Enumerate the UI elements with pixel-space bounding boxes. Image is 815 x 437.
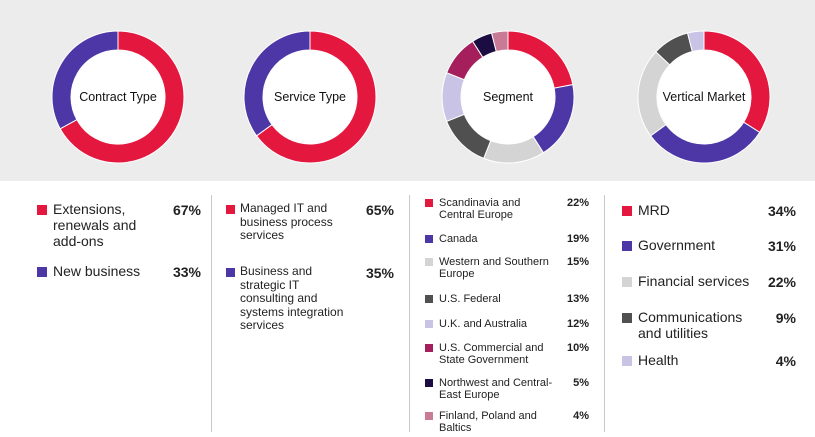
legend-swatch [622,206,632,216]
donut-slice-5 [686,30,705,53]
donut-hole [71,50,165,144]
legend-value: 5% [573,377,589,389]
legend-swatch [622,241,632,251]
donut-slice-8 [490,30,509,53]
donut-hole [461,50,555,144]
legend-swatch [226,268,235,277]
donut-hole [263,50,357,144]
legend-label: Financial services [638,273,750,289]
legend-value: 65% [365,202,394,218]
legend-label: Western and Southern Europe [439,256,549,281]
donut-slice-2 [51,30,119,130]
legend-label: Northwest and Central-East Europe [439,377,553,402]
contract-type-title: Contract Type [79,90,157,104]
donut-slice-1 [255,30,377,164]
legend-value: 19% [566,233,589,245]
legend-label: New business [53,263,141,279]
legend-swatch [622,313,632,323]
legend-divider-3 [604,195,605,432]
segment-donut-svg [441,30,575,164]
donut-slice-1 [59,30,185,164]
legend-label: U.S. Commercial and State Government [439,342,544,367]
legend-label: Finland, Poland and Baltics [439,410,537,435]
legend-label: U.S. Federal [439,293,501,305]
legend-value: 4% [775,353,796,369]
legend-swatch [622,277,632,287]
legend-label: Canada [439,233,478,245]
legend-value: 22% [767,274,796,290]
donut-hole [657,50,751,144]
legend-swatch [37,267,47,277]
legend-swatch [425,235,433,243]
legend-value: 9% [775,310,796,326]
service-type-donut: Service Type [243,30,377,164]
legend-swatch [622,356,632,366]
legend-value: 12% [566,318,589,330]
legend-swatch [425,320,433,328]
legend-value: 34% [767,203,796,219]
vertical-market-title: Vertical Market [662,90,746,104]
legend-value: 31% [767,238,796,254]
contract-type-donut: Contract Type [51,30,185,164]
vertical-market-donut-svg [637,30,771,164]
legend-value: 33% [172,264,201,280]
legend-divider-2 [409,195,410,432]
legend-value: 67% [172,202,201,218]
segment-donut: Segment [441,30,575,164]
legend-swatch [425,379,433,387]
legend-swatch [425,199,433,207]
legend-label: Government [638,237,716,253]
segment-title: Segment [482,90,534,104]
legend-swatch [425,344,433,352]
legend-value: 4% [573,410,589,422]
legend-label: Managed IT and business process services [240,201,333,243]
legend-swatch [425,258,433,266]
legend-label: U.K. and Australia [439,318,528,330]
legend-label: MRD [638,202,670,218]
legend-divider-1 [211,195,212,432]
donut-slice-2 [243,30,311,137]
legend-label: Scandinavia and Central Europe [439,197,521,222]
contract-type-donut-svg [51,30,185,164]
service-type-title: Service Type [273,90,347,104]
legend-label: Communications and utilities [638,309,743,341]
service-type-donut-svg [243,30,377,164]
legend-value: 15% [566,256,589,268]
legend-swatch [425,295,433,303]
legend-value: 22% [566,197,589,209]
legend-label: Business and strategic IT consulting and… [240,264,344,333]
legend-swatch [37,205,47,215]
legend-value: 13% [566,293,589,305]
legend-value: 10% [566,342,589,354]
legend-swatch [425,412,433,420]
legend-value: 35% [365,265,394,281]
legend-label: Health [638,352,679,368]
legend-swatch [226,205,235,214]
legend-label: Extensions, renewals and add-ons [53,201,137,249]
vertical-market-donut: Vertical Market [637,30,771,164]
